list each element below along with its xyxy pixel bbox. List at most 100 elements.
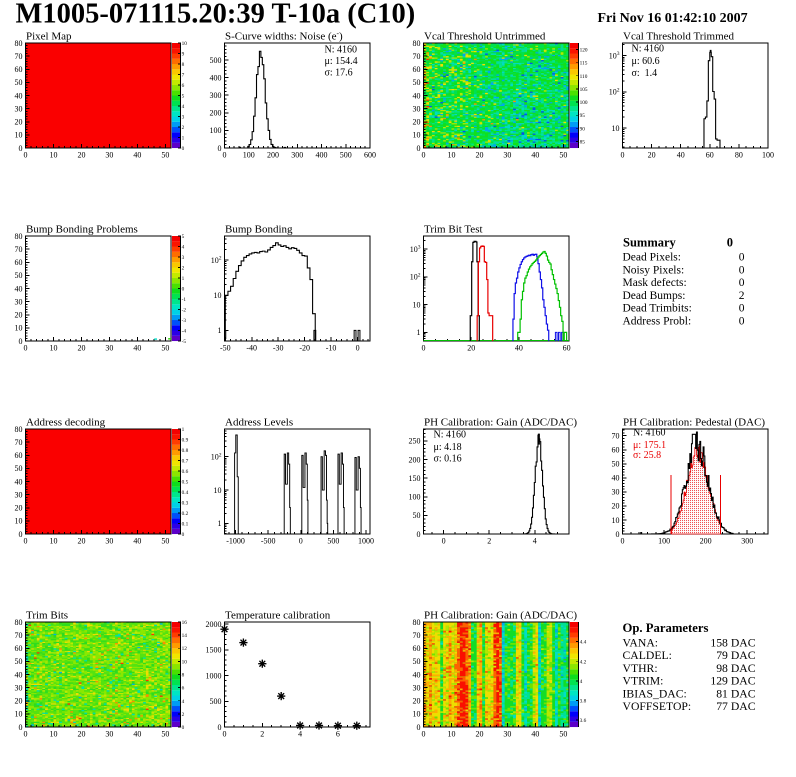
svg-text:60: 60 [15, 65, 23, 74]
svg-text:60: 60 [413, 65, 421, 74]
svg-text:102: 102 [609, 87, 620, 96]
svg-text:0: 0 [182, 725, 185, 731]
svg-text:500: 500 [210, 697, 222, 706]
svg-text:0: 0 [182, 146, 185, 152]
svg-text:80: 80 [15, 39, 23, 48]
svg-text:70: 70 [15, 52, 23, 61]
svg-text:10: 10 [413, 131, 421, 140]
svg-text:30: 30 [413, 104, 421, 113]
svg-text:10: 10 [50, 151, 58, 160]
svg-text:300: 300 [210, 91, 222, 100]
svg-text:μ: 4.18: μ: 4.18 [434, 442, 462, 453]
svg-text:0: 0 [621, 537, 625, 546]
svg-text:50: 50 [15, 78, 23, 87]
svg-text:120: 120 [580, 48, 588, 54]
svg-text:4.2: 4.2 [580, 659, 587, 665]
svg-text:50: 50 [413, 511, 421, 520]
svg-text:10: 10 [50, 537, 58, 546]
svg-text:100: 100 [243, 151, 255, 160]
svg-text:2000: 2000 [206, 620, 222, 629]
svg-text:-50: -50 [220, 344, 231, 353]
svg-text:50: 50 [413, 78, 421, 87]
svg-text:14: 14 [182, 633, 188, 639]
svg-text:100: 100 [658, 537, 670, 546]
svg-text:0: 0 [24, 344, 28, 353]
svg-text:200: 200 [267, 151, 279, 160]
svg-text:Op. Parameters: Op. Parameters [623, 621, 709, 635]
svg-text:60: 60 [15, 644, 23, 653]
svg-text:0: 0 [24, 151, 28, 160]
svg-text:20: 20 [78, 151, 86, 160]
svg-text:5: 5 [182, 94, 185, 100]
svg-text:60: 60 [612, 446, 620, 455]
svg-text:30: 30 [105, 151, 113, 160]
svg-text:158 DAC: 158 DAC [710, 636, 755, 649]
svg-text:20: 20 [15, 311, 23, 320]
svg-text:50: 50 [612, 460, 620, 469]
svg-text:40: 40 [15, 670, 23, 679]
svg-text:10: 10 [182, 41, 188, 47]
svg-text:1000: 1000 [206, 671, 222, 680]
svg-text:40: 40 [515, 344, 523, 353]
svg-text:40: 40 [15, 477, 23, 486]
svg-text:10: 10 [15, 324, 23, 333]
svg-text:N: 4160: N: 4160 [633, 428, 666, 439]
svg-text:50: 50 [161, 730, 169, 739]
svg-text:10: 10 [50, 344, 58, 353]
svg-text:-10: -10 [326, 344, 337, 353]
svg-text:μ: 175.1: μ: 175.1 [633, 440, 666, 451]
svg-text:3: 3 [182, 115, 185, 121]
svg-text:70: 70 [15, 438, 23, 447]
svg-text:1: 1 [417, 328, 421, 337]
svg-text:200: 200 [409, 455, 421, 464]
svg-text:79 DAC: 79 DAC [716, 649, 755, 662]
svg-text:20: 20 [15, 118, 23, 127]
svg-text:IBIAS_DAC:: IBIAS_DAC: [623, 687, 687, 700]
svg-text:σ: 25.8: σ: 25.8 [633, 450, 661, 461]
svg-text:20: 20 [413, 697, 421, 706]
svg-text:40: 40 [677, 151, 685, 160]
svg-text:-40: -40 [246, 344, 257, 353]
svg-text:10: 10 [15, 131, 23, 140]
svg-text:Noisy Pixels:: Noisy Pixels: [623, 264, 685, 276]
svg-text:50: 50 [559, 730, 567, 739]
svg-text:1000: 1000 [358, 537, 374, 546]
svg-text:10: 10 [612, 516, 620, 525]
svg-text:80: 80 [413, 39, 421, 48]
svg-text:N: 4160: N: 4160 [632, 44, 665, 55]
svg-text:N: 4160: N: 4160 [325, 45, 358, 56]
svg-text:70: 70 [413, 52, 421, 61]
svg-text:2: 2 [487, 537, 491, 546]
svg-text:Bump Bonding Problems: Bump Bonding Problems [26, 224, 138, 236]
svg-text:40: 40 [15, 284, 23, 293]
svg-text:20: 20 [15, 504, 23, 513]
svg-text:60: 60 [15, 258, 23, 267]
svg-text:40: 40 [133, 730, 141, 739]
svg-text:0: 0 [223, 730, 227, 739]
svg-text:40: 40 [413, 91, 421, 100]
svg-text:6: 6 [182, 83, 185, 89]
svg-text:81 DAC: 81 DAC [716, 687, 755, 700]
svg-text:CALDEL:: CALDEL: [623, 649, 672, 662]
svg-text:80: 80 [413, 618, 421, 627]
svg-text:S-Curve widths: Noise (e-): S-Curve widths: Noise (e-) [225, 29, 343, 43]
svg-text:10: 10 [448, 151, 456, 160]
svg-text:102: 102 [211, 256, 222, 265]
svg-text:4: 4 [182, 699, 185, 705]
svg-text:20: 20 [15, 697, 23, 706]
svg-text:0: 0 [218, 723, 222, 732]
svg-text:0: 0 [182, 532, 185, 538]
svg-text:40: 40 [413, 670, 421, 679]
svg-text:10: 10 [448, 730, 456, 739]
svg-text:50: 50 [413, 657, 421, 666]
svg-text:40: 40 [133, 537, 141, 546]
svg-text:-30: -30 [273, 344, 284, 353]
svg-text:Address decoding: Address decoding [26, 417, 106, 429]
svg-text:0: 0 [422, 730, 426, 739]
svg-text:Address Levels: Address Levels [225, 417, 293, 429]
svg-text:20: 20 [648, 151, 656, 160]
svg-text:500: 500 [340, 151, 352, 160]
svg-text:30: 30 [15, 297, 23, 306]
svg-text:0.7: 0.7 [182, 459, 189, 465]
svg-text:0.5: 0.5 [182, 480, 189, 486]
